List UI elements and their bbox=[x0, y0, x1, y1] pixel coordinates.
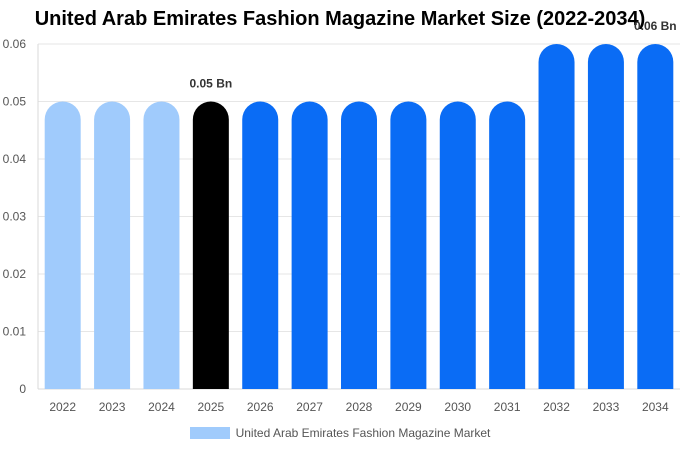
bar-2033[interactable] bbox=[587, 44, 624, 389]
legend[interactable]: United Arab Emirates Fashion Magazine Ma… bbox=[0, 426, 680, 440]
x-tick-label: 2027 bbox=[296, 400, 323, 414]
data-labels: 0.05 Bn 0.06 Bn bbox=[190, 19, 677, 91]
x-tick-label: 2024 bbox=[148, 400, 175, 414]
x-tick-label: 2032 bbox=[543, 400, 570, 414]
y-tick-label: 0.05 bbox=[3, 95, 27, 109]
bars bbox=[44, 44, 674, 390]
bar-2031[interactable] bbox=[489, 101, 526, 389]
bar-2022[interactable] bbox=[44, 101, 81, 390]
bar-2032[interactable] bbox=[538, 44, 575, 389]
y-tick-label: 0.02 bbox=[3, 267, 27, 281]
legend-swatch bbox=[189, 427, 230, 439]
y-tick-label: 0.01 bbox=[3, 325, 27, 339]
x-tick-label: 2026 bbox=[247, 400, 274, 414]
bar-2029[interactable] bbox=[390, 101, 427, 390]
x-tick-label: 2023 bbox=[99, 400, 126, 414]
x-tick-label: 2022 bbox=[49, 400, 76, 414]
x-tick-label: 2029 bbox=[395, 400, 422, 414]
y-tick-label: 0 bbox=[19, 382, 26, 396]
y-tick-label: 0.04 bbox=[3, 152, 27, 166]
data-label: 0.06 Bn bbox=[634, 19, 677, 33]
x-tick-label: 2025 bbox=[197, 400, 224, 414]
bar-2027[interactable] bbox=[291, 101, 328, 390]
x-tick-label: 2033 bbox=[593, 400, 620, 414]
x-tick-label: 2034 bbox=[642, 400, 669, 414]
legend-label: United Arab Emirates Fashion Magazine Ma… bbox=[235, 426, 491, 440]
bar-2034[interactable] bbox=[637, 44, 674, 389]
x-axis: 2022 2023 2024 2025 2026 2027 2028 2029 2030 2031… bbox=[49, 400, 669, 414]
x-tick-label: 2031 bbox=[494, 400, 521, 414]
x-tick-label: 2028 bbox=[346, 400, 373, 414]
y-tick-label: 0.03 bbox=[3, 210, 27, 224]
bar-2028[interactable] bbox=[341, 101, 377, 390]
bar-2023[interactable] bbox=[94, 101, 131, 390]
x-tick-label: 2030 bbox=[444, 400, 471, 414]
bar-2025[interactable] bbox=[192, 101, 229, 390]
bar-2024[interactable] bbox=[143, 101, 180, 390]
chart-title: United Arab Emirates Fashion Magazine Ma… bbox=[34, 8, 646, 30]
bar-2026[interactable] bbox=[242, 101, 279, 390]
y-tick-label: 0.06 bbox=[3, 37, 27, 51]
data-label: 0.05 Bn bbox=[190, 77, 233, 91]
bar-2030[interactable] bbox=[439, 101, 476, 390]
